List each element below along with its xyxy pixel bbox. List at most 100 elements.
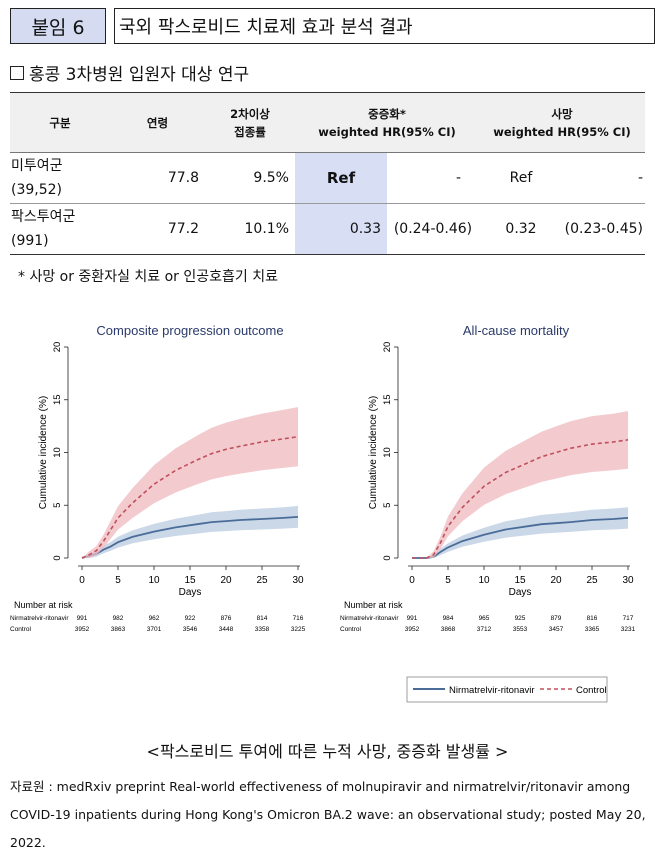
y-tick-label: 10 xyxy=(52,447,63,458)
risk-value: 3457 xyxy=(549,626,564,633)
row-severe-ci: - xyxy=(387,153,479,204)
risk-value: 3225 xyxy=(291,626,306,633)
risk-value: 3546 xyxy=(183,626,198,633)
y-tick-label: 10 xyxy=(382,447,393,458)
y-tick-label: 15 xyxy=(52,394,63,405)
x-tick-label: 0 xyxy=(79,575,85,586)
header-death: 사망 weighted HR(95% CI) xyxy=(479,92,645,153)
row-group-count: (39,52) xyxy=(11,182,63,198)
header-death-line2: weighted HR(95% CI) xyxy=(493,124,631,139)
row-death-ci-text: (0.23-0.45) xyxy=(564,221,643,237)
header-group: 구분 xyxy=(10,92,110,153)
risk-value: 922 xyxy=(185,615,196,622)
row-death-ci: (0.23-0.45) xyxy=(563,204,645,255)
section-heading-text: 홍콩 3차병원 입원자 대상 연구 xyxy=(29,65,250,85)
x-tick-label: 0 xyxy=(409,575,415,586)
risk-row-label: Control xyxy=(340,626,362,633)
header-vaccination: 2차이상 접종률 xyxy=(205,92,295,153)
x-tick-label: 20 xyxy=(550,575,562,586)
x-tick-label: 15 xyxy=(514,575,526,586)
risk-value: 3863 xyxy=(111,626,126,633)
row-death-hr-text: 0.32 xyxy=(505,221,537,237)
x-tick-label: 10 xyxy=(478,575,490,586)
x-tick-label: 25 xyxy=(256,575,268,586)
row-death-ci: - xyxy=(563,153,645,204)
header-severe-line1: 중증화* xyxy=(368,106,406,121)
table-row: 미투여군 (39,52) 77.8 9.5% Ref - Ref - xyxy=(10,152,645,204)
row-age: 77.8 xyxy=(167,170,199,186)
risk-row-label: Control xyxy=(10,626,32,633)
appendix-badge: 붙임 6 xyxy=(10,8,106,44)
risk-value: 3868 xyxy=(441,626,456,633)
row-death-hr-text: Ref xyxy=(509,170,533,186)
ci-band-treated xyxy=(412,507,628,558)
chart-panel-mortality: All-cause mortality 0 5 10 15 20 25 30 0 5 10 15 20 C… xyxy=(340,323,636,633)
y-tick-label: 20 xyxy=(382,342,393,353)
y-axis-label: Cumulative incidence (%) xyxy=(38,396,49,509)
row-death-ci-text: - xyxy=(637,170,643,186)
risk-value: 716 xyxy=(293,615,304,622)
chart-panel-composite: Composite progression outcome 0 5 10 15 20 25 3… xyxy=(10,323,306,633)
y-tick-label: 20 xyxy=(52,342,63,353)
risk-row-label: Nirmatrelvir-ritonavir xyxy=(340,615,399,622)
risk-value: 962 xyxy=(149,615,160,622)
x-axis-label: Days xyxy=(179,587,202,598)
table-row: 팍스투여군 (991) 77.2 10.1% 0.33 (0.24-0.46) … xyxy=(10,203,645,255)
page-title: 국외 팍스로비드 치료제 효과 분석 결과 xyxy=(114,8,655,44)
y-axis-label: Cumulative incidence (%) xyxy=(368,396,379,509)
risk-value: 991 xyxy=(407,615,418,622)
cumulative-incidence-figure: Composite progression outcome 0 5 10 15 20 25 3… xyxy=(0,300,655,703)
source-citation: 자료원 : medRxiv preprint Real-world effect… xyxy=(10,779,646,850)
risk-value: 879 xyxy=(551,615,562,622)
risk-value: 925 xyxy=(515,615,526,622)
checkbox-square-icon xyxy=(10,65,24,80)
row-group-cell: 팍스투여군 (991) xyxy=(10,204,110,255)
row-vaccination: 9.5% xyxy=(253,170,289,186)
results-table: 구분 연령 2차이상 접종률 중증화* weighted HR(95% CI) … xyxy=(10,92,645,255)
risk-value: 3448 xyxy=(219,626,234,633)
chart-legend: Nirmatrelvir-ritonavir Control xyxy=(406,676,608,703)
series-line-treated xyxy=(81,516,299,559)
risk-table-heading: Number at risk xyxy=(14,600,73,610)
x-tick-label: 10 xyxy=(148,575,160,586)
section-heading: 홍콩 3차병원 입원자 대상 연구 xyxy=(10,60,249,85)
risk-value: 876 xyxy=(221,615,232,622)
risk-value: 3952 xyxy=(405,626,420,633)
x-axis-label: Days xyxy=(509,587,532,598)
header-death-line1: 사망 xyxy=(551,106,573,121)
ci-band-treated xyxy=(82,505,298,558)
risk-value: 991 xyxy=(77,615,88,622)
chart-title: All-cause mortality xyxy=(463,323,570,338)
risk-value: 3358 xyxy=(255,626,270,633)
risk-table-heading: Number at risk xyxy=(344,600,403,610)
risk-value: 965 xyxy=(479,615,490,622)
x-tick-label: 15 xyxy=(184,575,196,586)
risk-value: 3365 xyxy=(585,626,600,633)
x-tick-label: 5 xyxy=(445,575,451,586)
row-severe-hr-text: Ref xyxy=(326,169,356,187)
row-vaccination: 10.1% xyxy=(244,221,289,237)
legend-control-label: Control xyxy=(576,685,607,696)
row-severe-hr: 0.33 xyxy=(295,203,387,255)
legend-treated-label: Nirmatrelvir-ritonavir xyxy=(449,685,535,696)
x-tick-label: 30 xyxy=(622,575,634,586)
row-group-count: (991) xyxy=(11,233,49,249)
risk-value: 814 xyxy=(257,615,268,622)
row-severe-hr: Ref xyxy=(295,152,387,204)
row-severe-hr-text: 0.33 xyxy=(349,221,381,237)
y-tick-label: 15 xyxy=(382,394,393,405)
risk-row-label: Nirmatrelvir-ritonavir xyxy=(10,615,69,622)
y-tick-label: 5 xyxy=(382,503,393,508)
row-severe-ci-text: (0.24-0.46) xyxy=(393,221,473,237)
figure-caption: <팍스로비드 투여에 따른 누적 사망, 중증화 발생률 > xyxy=(146,742,509,761)
risk-value: 816 xyxy=(587,615,598,622)
table-header-row: 구분 연령 2차이상 접종률 중증화* weighted HR(95% CI) … xyxy=(10,92,645,153)
risk-value: 717 xyxy=(623,615,634,622)
row-death-hr: 0.32 xyxy=(479,204,563,255)
y-tick-label: 0 xyxy=(382,555,393,560)
title-row: 붙임 6 국외 팍스로비드 치료제 효과 분석 결과 xyxy=(10,8,655,44)
row-group-name: 팍스투여군 xyxy=(11,209,76,225)
x-tick-label: 25 xyxy=(586,575,598,586)
chart-title: Composite progression outcome xyxy=(96,323,283,338)
header-severe-line2: weighted HR(95% CI) xyxy=(318,124,456,139)
